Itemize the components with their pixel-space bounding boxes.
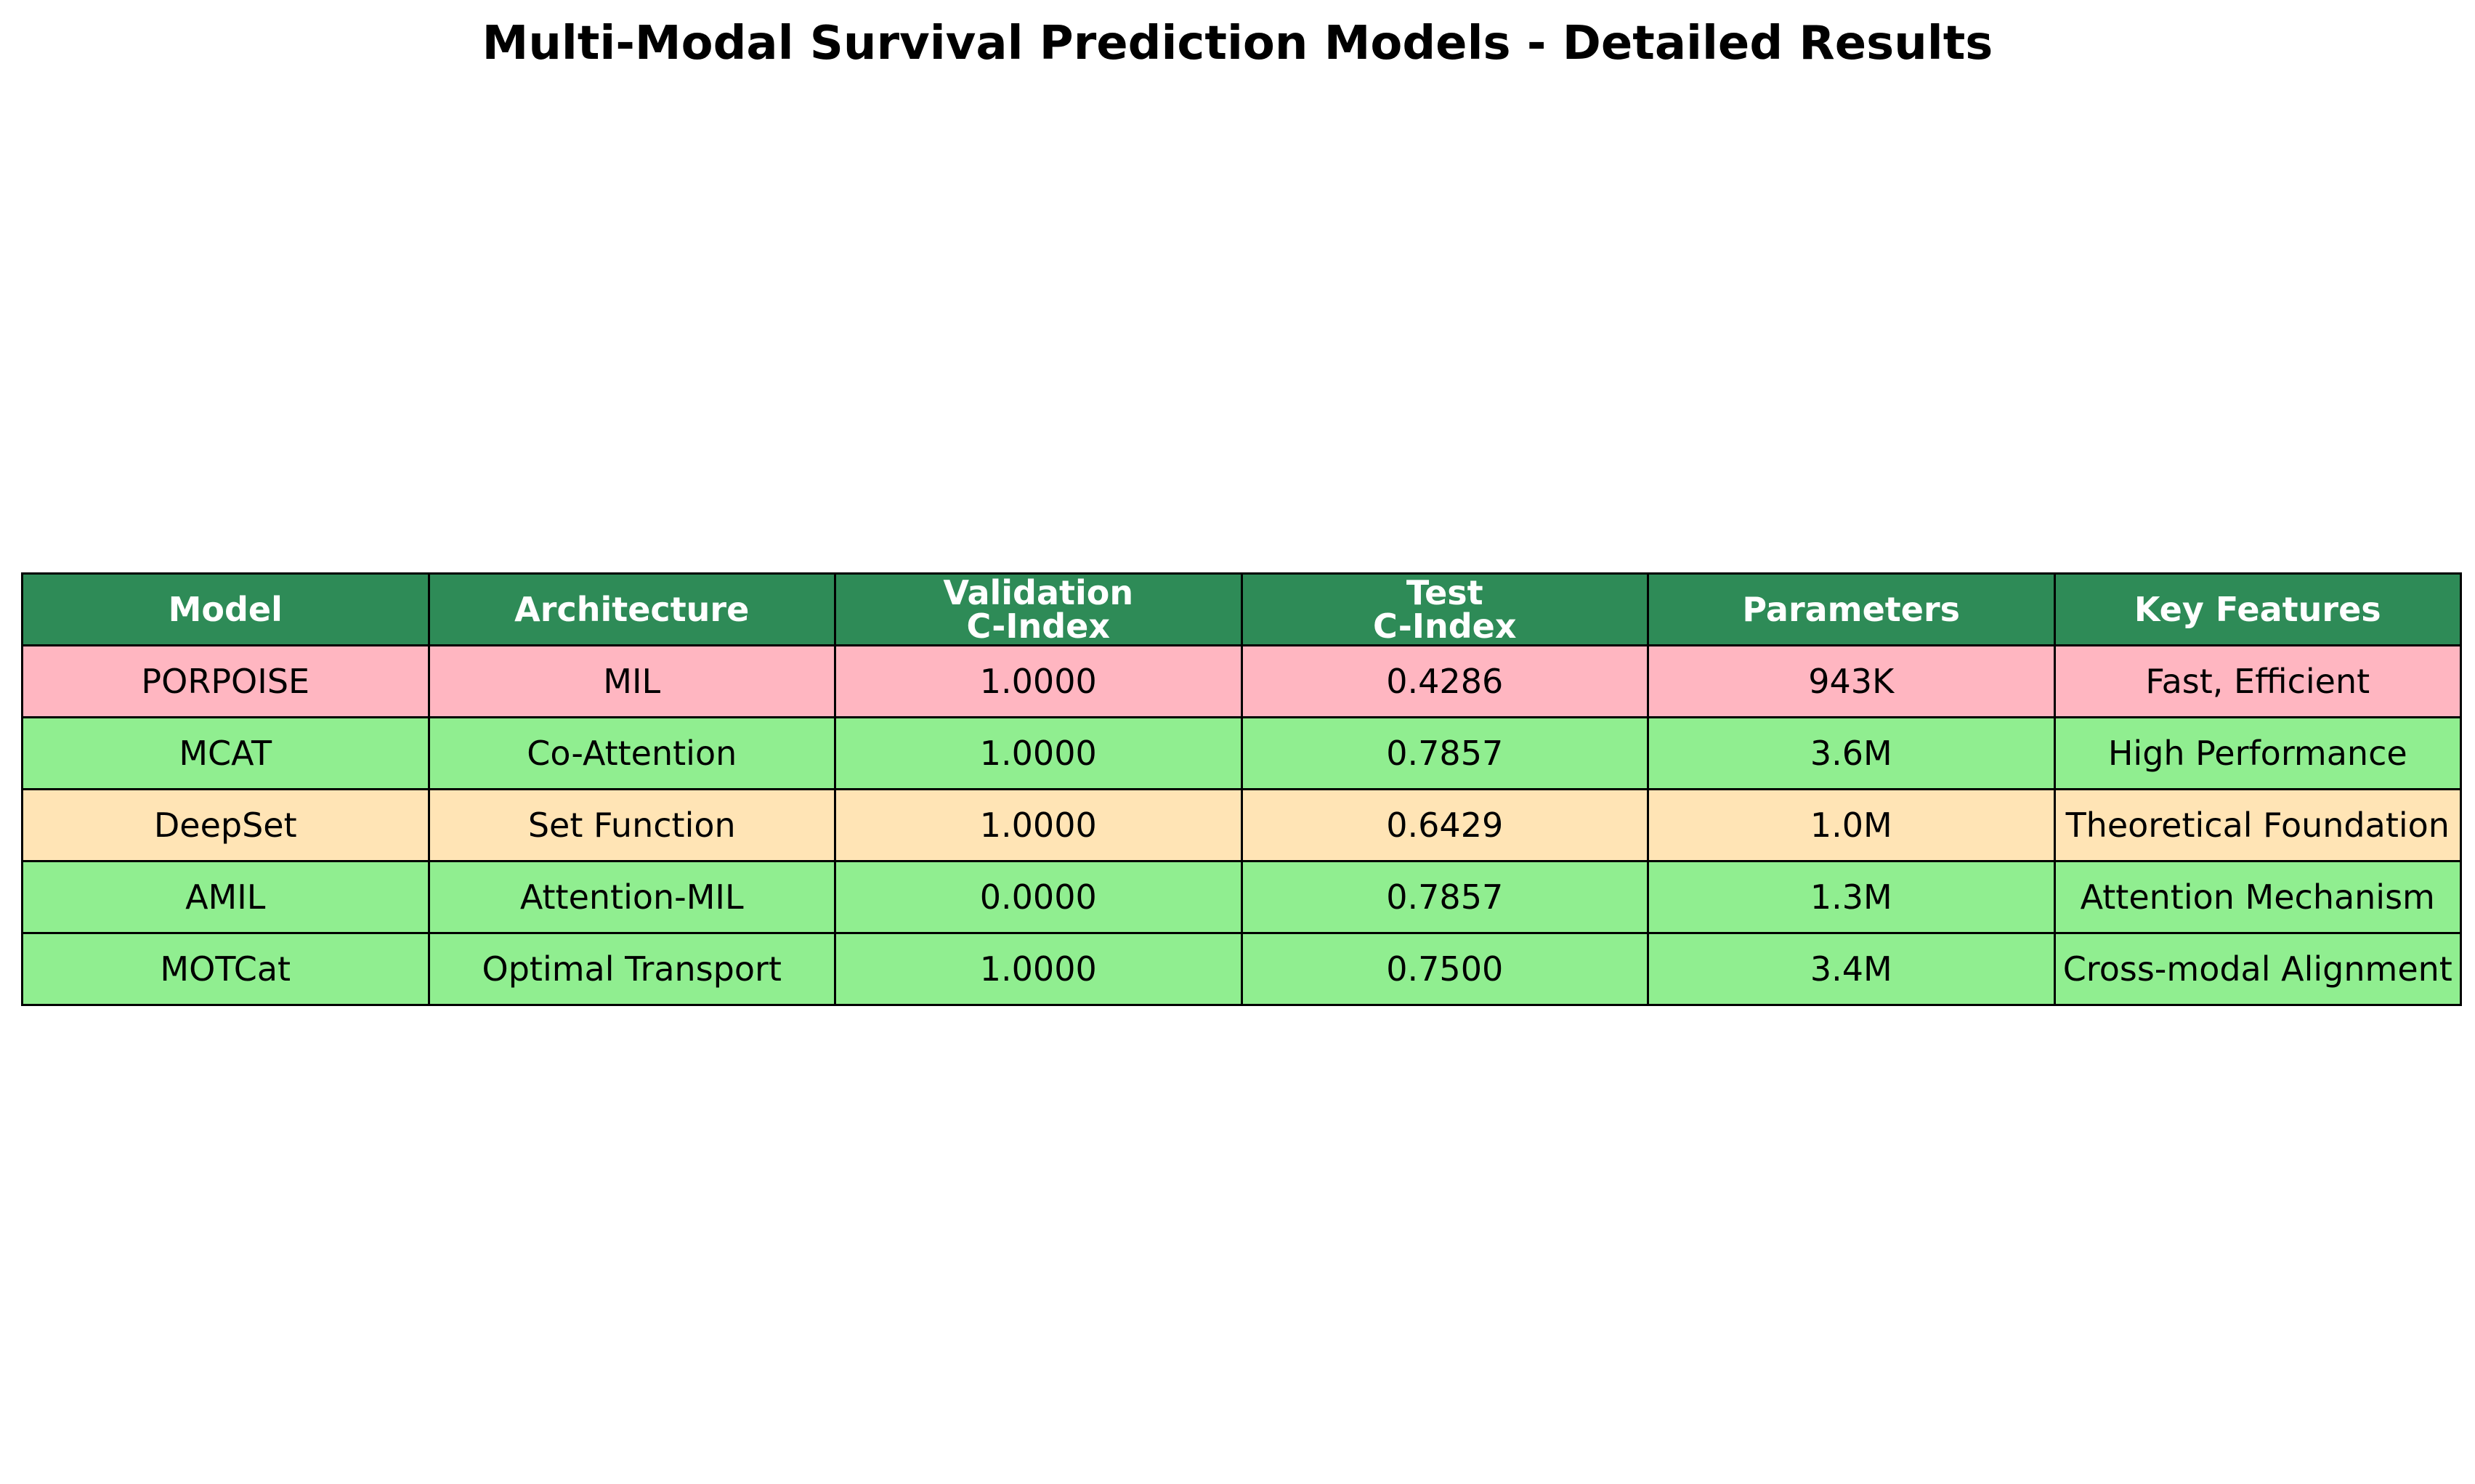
cell-model: DeepSet [21, 788, 430, 862]
column-header-text: Architecture [514, 590, 750, 629]
column-header-test-cindex: Test C-Index [1240, 572, 1649, 646]
cell-parameters: 1.0M [1647, 788, 2056, 862]
cell-model: AMIL [21, 860, 430, 934]
column-header-validation-cindex: Validation C-Index [834, 572, 1243, 646]
cell-test-cindex: 0.7857 [1240, 860, 1649, 934]
cell-key-features: Theoretical Foundation [2053, 788, 2462, 862]
cell-key-features: High Performance [2053, 716, 2462, 790]
cell-model: PORPOISE [21, 644, 430, 718]
cell-key-features: Attention Mechanism [2053, 860, 2462, 934]
column-header-model: Model [21, 572, 430, 646]
cell-parameters: 1.3M [1647, 860, 2056, 934]
cell-parameters: 3.4M [1647, 932, 2056, 1006]
cell-test-cindex: 0.7500 [1240, 932, 1649, 1006]
cell-model: MCAT [21, 716, 430, 790]
table-row: AMIL Attention-MIL 0.0000 0.7857 1.3M Attenti… [21, 860, 2462, 934]
column-header-text: Parameters [1742, 590, 1961, 629]
cell-architecture: Co-Attention [427, 716, 836, 790]
table-row: DeepSet Set Function 1.0000 0.6429 1.0M Theor… [21, 788, 2462, 862]
table-row: MOTCat Optimal Transport 1.0000 0.7500 3.4M C… [21, 932, 2462, 1006]
column-header-architecture: Architecture [427, 572, 836, 646]
chart-title: Multi-Modal Survival Prediction Models -… [482, 17, 1993, 70]
column-header-key-features: Key Features [2053, 572, 2462, 646]
column-header-text: Validation [943, 573, 1134, 612]
cell-key-features: Cross-modal Alignment [2053, 932, 2462, 1006]
table-row: PORPOISE MIL 1.0000 0.4286 943K Fast, Efficie… [21, 644, 2462, 718]
column-header-text: Model [168, 590, 283, 629]
cell-validation-cindex: 0.0000 [834, 860, 1243, 934]
cell-parameters: 3.6M [1647, 716, 2056, 790]
cell-test-cindex: 0.7857 [1240, 716, 1649, 790]
cell-architecture: Optimal Transport [427, 932, 836, 1006]
column-header-text: Key Features [2134, 590, 2381, 629]
cell-parameters: 943K [1647, 644, 2056, 718]
header-row: Model Architecture Validation C-Index Test C-… [21, 572, 2462, 646]
cell-validation-cindex: 1.0000 [834, 788, 1243, 862]
cell-validation-cindex: 1.0000 [834, 716, 1243, 790]
column-header-text: C-Index [966, 607, 1111, 646]
column-header-parameters: Parameters [1647, 572, 2056, 646]
column-header-text: C-Index [1372, 607, 1517, 646]
cell-validation-cindex: 1.0000 [834, 932, 1243, 1006]
cell-architecture: Set Function [427, 788, 836, 862]
cell-test-cindex: 0.6429 [1240, 788, 1649, 862]
column-header-text: Test [1406, 573, 1483, 612]
cell-key-features: Fast, Efficient [2053, 644, 2462, 718]
results-table: Model Architecture Validation C-Index Test C-… [21, 572, 2462, 1006]
table-body: PORPOISE MIL 1.0000 0.4286 943K Fast, Efficie… [21, 644, 2462, 1006]
cell-architecture: MIL [427, 644, 836, 718]
cell-model: MOTCat [21, 932, 430, 1006]
cell-validation-cindex: 1.0000 [834, 644, 1243, 718]
table-row: MCAT Co-Attention 1.0000 0.7857 3.6M High Per… [21, 716, 2462, 790]
cell-architecture: Attention-MIL [427, 860, 836, 934]
cell-test-cindex: 0.4286 [1240, 644, 1649, 718]
